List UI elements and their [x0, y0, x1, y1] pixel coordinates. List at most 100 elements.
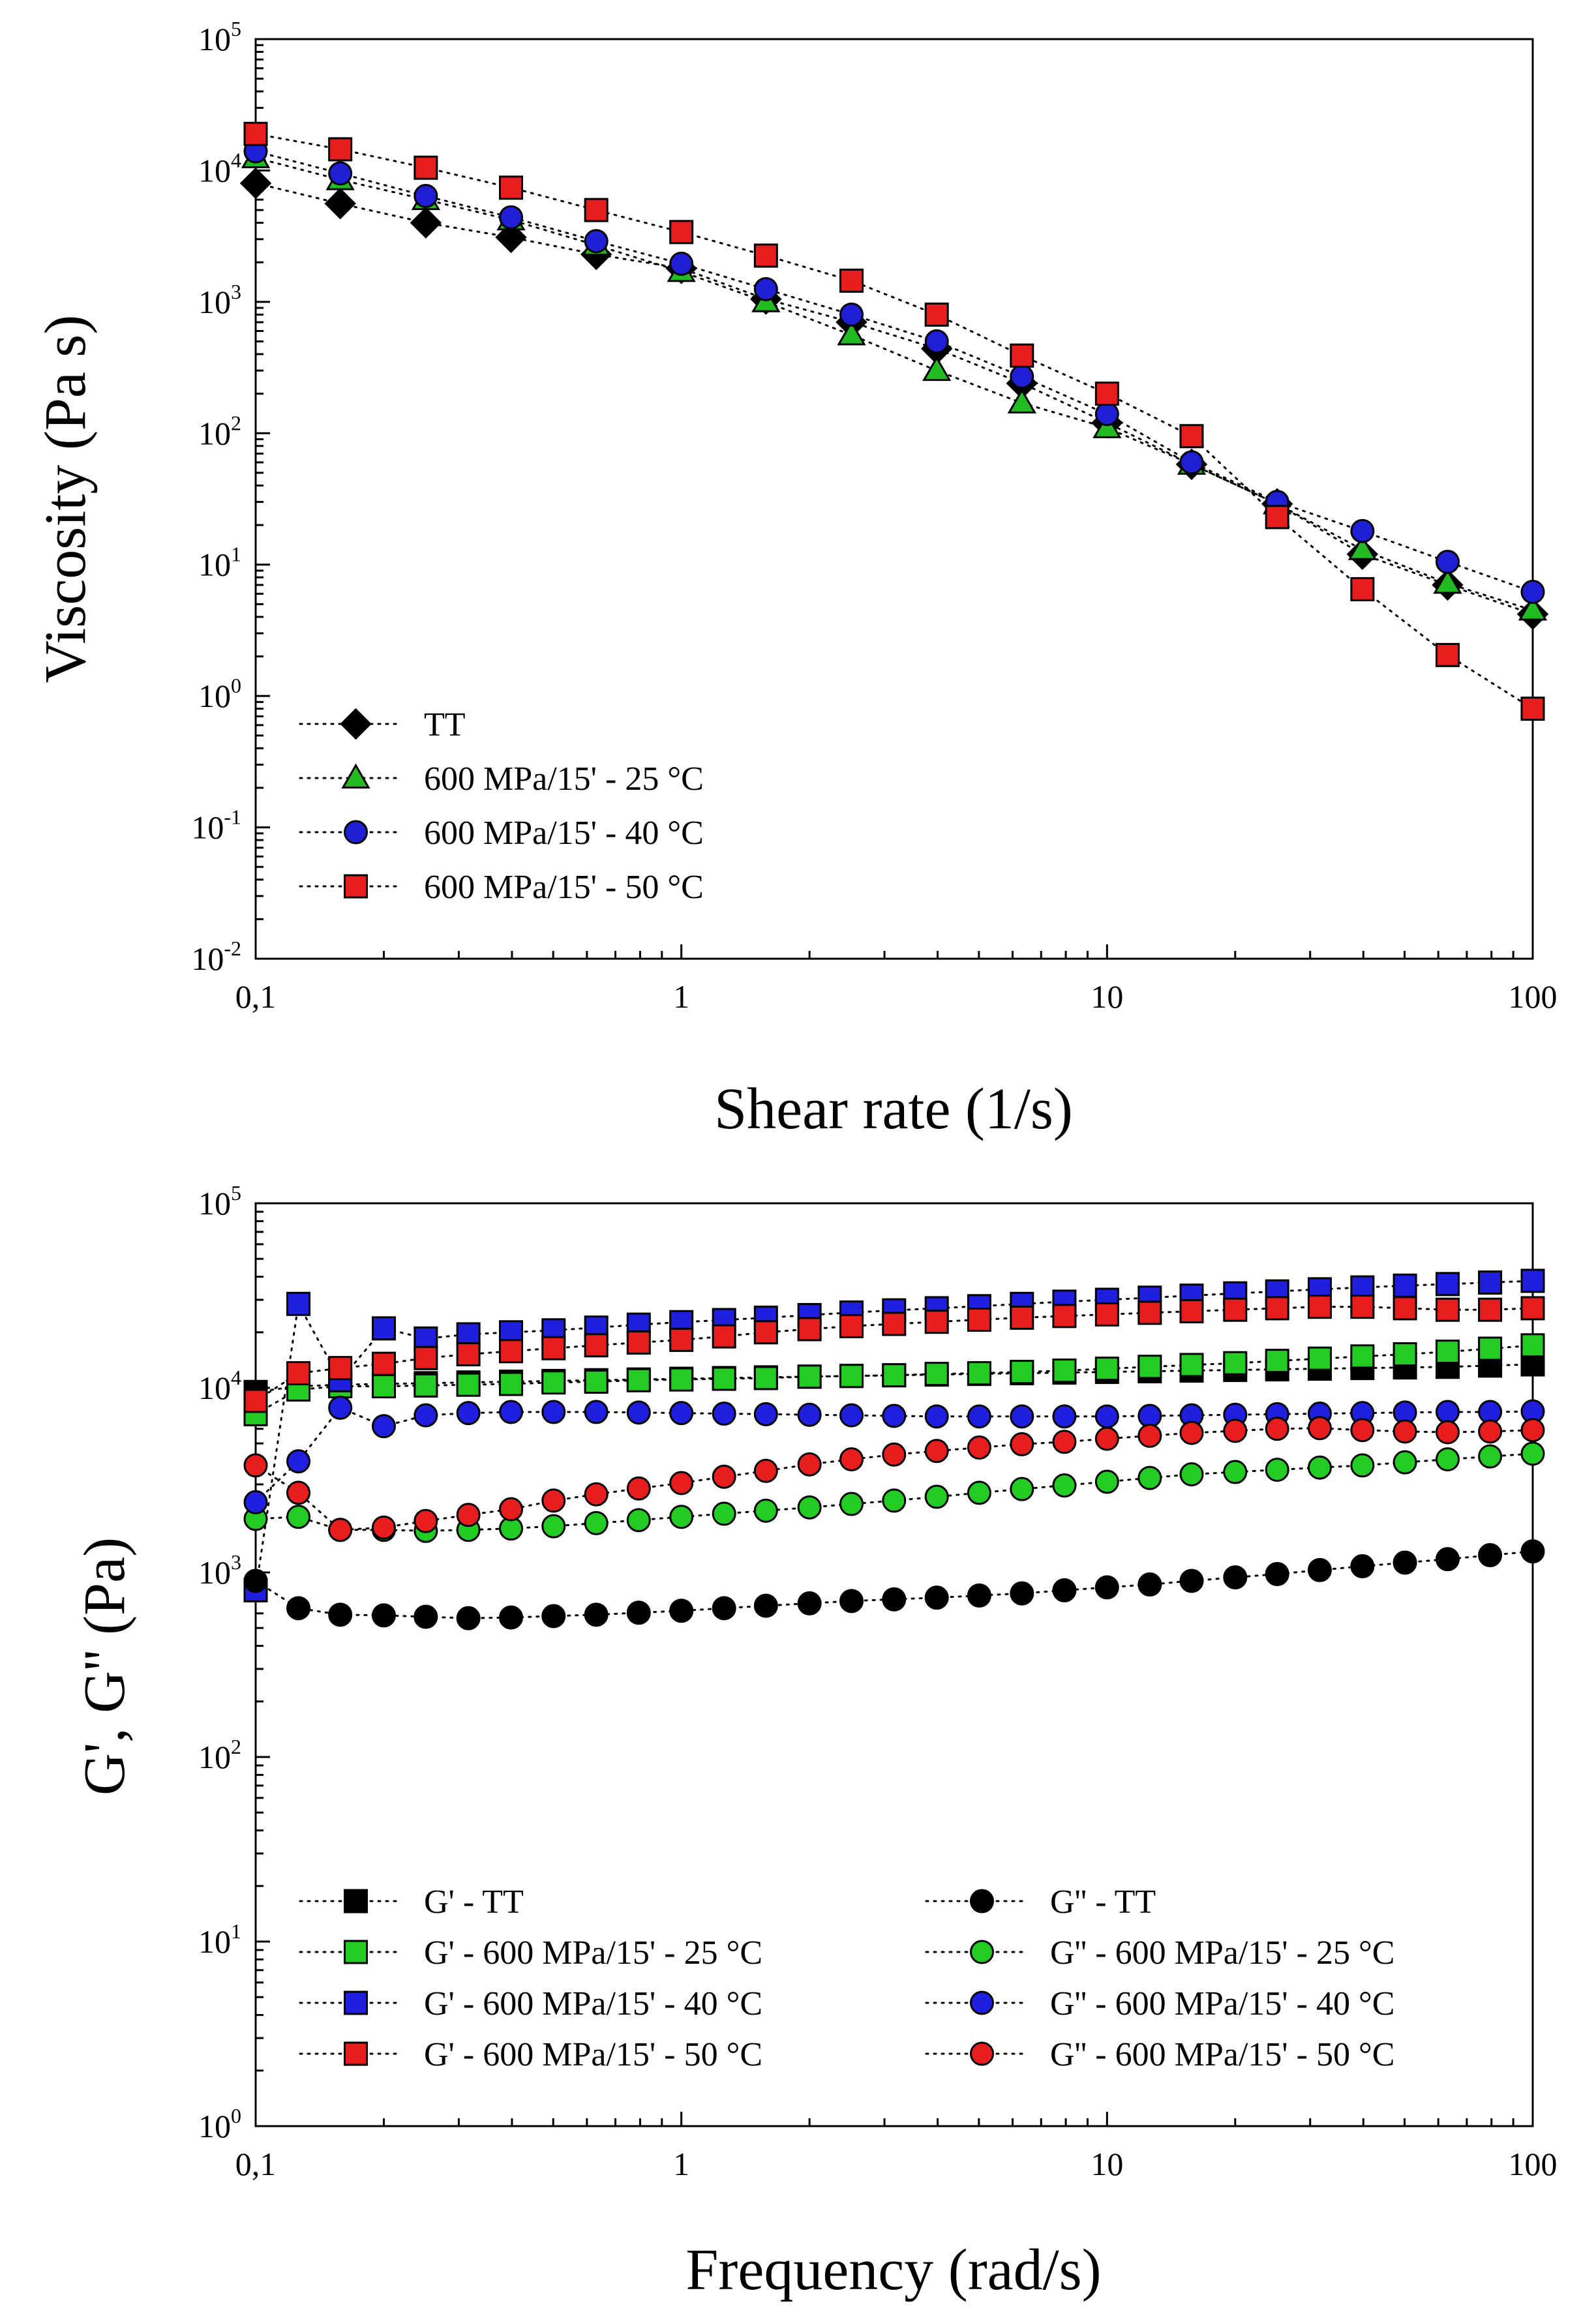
data-point: [1393, 1296, 1417, 1321]
data-point: [584, 1400, 609, 1424]
legend-label: 600 MPa/15' - 50 °C: [424, 869, 704, 906]
data-point: [243, 1453, 268, 1478]
data-point: [1094, 1575, 1119, 1600]
data-point: [1478, 1419, 1503, 1444]
legend-entry: 600 MPa/15' - 50 °C: [299, 869, 704, 906]
data-point: [499, 1339, 524, 1364]
data-point: [967, 1361, 991, 1386]
legend-entry: 600 MPa/15' - 40 °C: [299, 815, 704, 852]
data-point: [1010, 1477, 1034, 1501]
series-line: [254, 150, 1534, 593]
y-tick-label: 103: [198, 1550, 241, 1591]
data-point: [1393, 1550, 1417, 1575]
data-point: [839, 1589, 864, 1614]
y-tick-label: 101: [198, 543, 241, 583]
data-point: [797, 1495, 822, 1520]
data-point: [967, 1404, 991, 1429]
data-point: [1435, 1447, 1460, 1472]
data-point: [712, 1366, 736, 1391]
data-point: [1265, 1349, 1289, 1374]
y-tick-label: 105: [198, 17, 241, 57]
data-point: [1307, 1557, 1332, 1582]
data-point: [584, 1602, 609, 1627]
data-point: [1435, 549, 1460, 574]
data-point: [328, 161, 353, 186]
y-tick-label: 100: [198, 674, 241, 714]
data-point: [371, 1515, 396, 1540]
data-point: [924, 1404, 949, 1429]
data-point: [924, 1484, 949, 1509]
data-point: [1052, 1304, 1077, 1329]
y-tick-label: 101: [198, 1919, 241, 1960]
data-point: [797, 1591, 822, 1615]
data-point: [541, 1370, 566, 1395]
data-point: [1179, 1299, 1204, 1324]
legend-marker: [344, 820, 368, 845]
data-point: [1092, 413, 1122, 438]
x-tick-label: 100: [1509, 978, 1558, 1015]
y-tick-label: 104: [198, 148, 241, 188]
data-point: [1393, 1273, 1417, 1298]
data-point: [626, 1476, 651, 1501]
data-point: [882, 1488, 907, 1513]
data-point: [584, 1333, 609, 1358]
data-point: [328, 1356, 353, 1381]
x-tick-label: 100: [1509, 2146, 1558, 2182]
data-point: [1179, 1569, 1204, 1593]
y-tick-label: 102: [198, 1735, 241, 1775]
data-point: [1179, 450, 1204, 475]
series-2: [243, 1333, 1545, 1426]
series-2: [241, 143, 1548, 621]
data-point: [1052, 1430, 1077, 1454]
data-point: [371, 1374, 396, 1399]
data-point: [882, 1312, 907, 1336]
data-point: [1223, 1351, 1248, 1375]
data-point: [414, 1345, 438, 1370]
data-point: [1179, 1462, 1204, 1487]
data-point: [1435, 1400, 1460, 1424]
data-point: [712, 1464, 736, 1489]
data-point: [1435, 1272, 1460, 1297]
data-point: [839, 268, 864, 293]
data-point: [499, 205, 524, 230]
data-point: [1520, 1441, 1545, 1466]
data-point: [1433, 568, 1462, 594]
data-point: [414, 1326, 438, 1351]
legend-label: 600 MPa/15' - 40 °C: [424, 815, 704, 852]
data-point: [1010, 364, 1034, 389]
series-line: [254, 182, 1534, 616]
data-point: [669, 1367, 694, 1392]
data-point: [1010, 1360, 1034, 1385]
data-point: [839, 1364, 864, 1389]
data-point: [414, 183, 438, 208]
data-point: [1393, 1342, 1417, 1367]
legend-marker: [970, 1990, 994, 2015]
legend-label: G'' - 600 MPa/15' - 40 °C: [1050, 1985, 1394, 2022]
legend-marker: [344, 1990, 368, 2015]
y-tick-label: 10-2: [191, 937, 241, 977]
data-point: [541, 1488, 566, 1513]
data-point: [753, 1366, 778, 1390]
data-point: [712, 1402, 736, 1426]
data-point: [1435, 1547, 1460, 1572]
data-point: [967, 1308, 991, 1332]
data-point: [286, 1291, 311, 1316]
data-point: [712, 1596, 736, 1621]
data-point: [1223, 1460, 1248, 1484]
data-point: [1179, 1420, 1204, 1445]
modulus-chart: 0,1 1 10 100 100 101 102 103 104 105 Frequency (ra…: [72, 1181, 1558, 2302]
data-point: [1520, 1539, 1545, 1564]
data-point: [753, 1498, 778, 1523]
x-tick-label: 0,1: [235, 978, 277, 1015]
data-point: [1094, 1357, 1119, 1381]
data-point: [243, 121, 268, 146]
legend-label: G'' - TT: [1050, 1884, 1156, 1921]
data-point: [839, 1447, 864, 1472]
data-point: [1478, 1444, 1503, 1469]
data-point: [924, 1439, 949, 1464]
data-point: [669, 1505, 694, 1529]
data-point: [1223, 1297, 1248, 1322]
data-point: [541, 1514, 566, 1539]
data-point: [626, 1330, 651, 1355]
data-point: [839, 1492, 864, 1516]
